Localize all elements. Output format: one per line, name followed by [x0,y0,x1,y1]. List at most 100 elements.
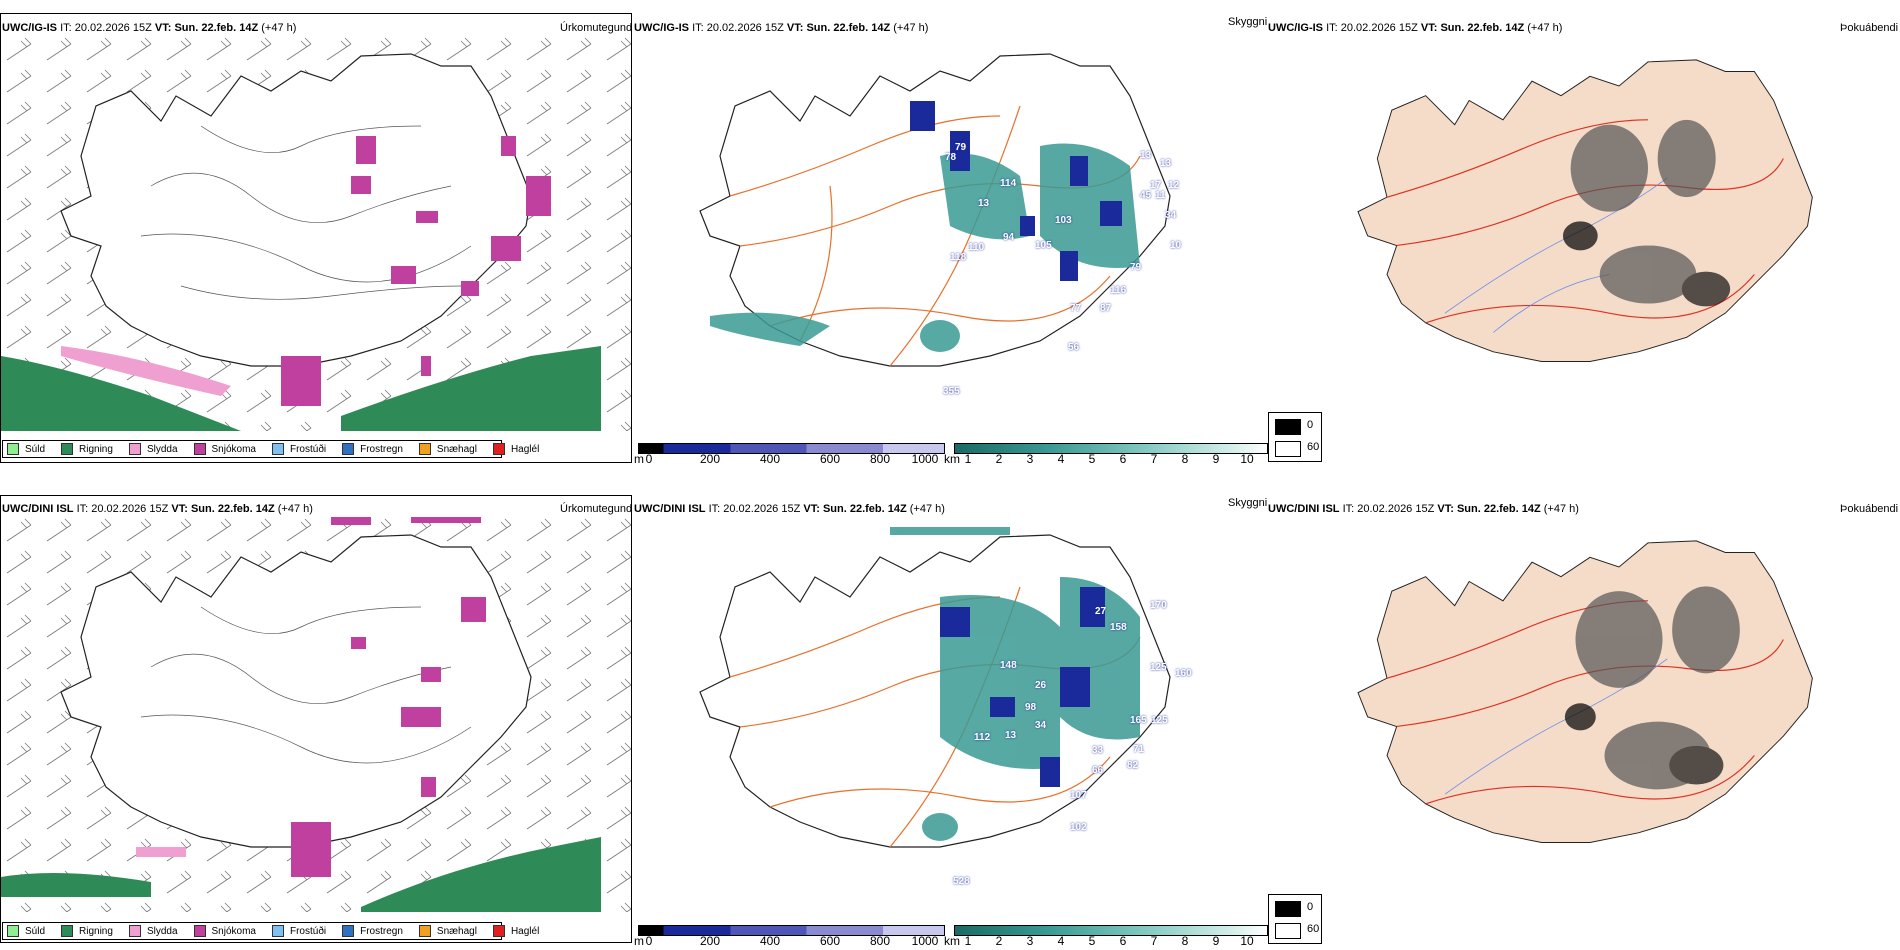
ceiling-value-label: 87 [1100,303,1112,314]
ceiling-value-label: 13 [1005,730,1017,741]
ceiling-value-label: 26 [1035,680,1047,691]
vt-value: Sun. 22.feb. 14Z [174,22,259,34]
visibility-colorbar-2 [954,925,1268,936]
vis-tick: 4 [1057,934,1065,948]
precip-legend-2: Súld Rigning Slydda Snjókoma Frostúði Fr… [2,922,539,940]
vis-tick: 6 [1119,934,1127,948]
ceiling-unit: m [634,934,644,948]
header-vis-1: UWC/IG-IS IT: 20.02.2026 15Z VT: Sun. 22… [634,22,929,34]
vis-tick: 3 [1026,934,1034,948]
precip-title-1: Úrkomutegund [560,22,633,34]
vis-tick: 8 [1181,934,1189,948]
vis-tick: 1 [964,934,972,948]
vis-tick: 5 [1088,934,1096,948]
visibility-colorbar-1 [954,443,1268,454]
row-1: UWC/IG-IS IT: 20.02.2026 15Z VT: Sun. 22… [0,0,1900,470]
ceiling-value-label: 78 [945,152,957,163]
ceiling-value-label: 17 [1150,180,1162,191]
fog-map-2 [1357,540,1813,843]
low-vis-areas [710,143,1140,352]
visibility-unit: km [944,934,960,948]
legend-item: Frostúði [271,443,326,455]
ceiling-value-label: 34 [1165,210,1177,221]
ceiling-value-label: 148 [1000,660,1017,671]
vis-tick: 7 [1150,452,1158,466]
vis-tick: 9 [1212,452,1220,466]
ceiling-value-label: 13 [1160,158,1172,169]
ceiling-value-label: 125 [1151,715,1168,726]
legend-item: Súld [7,925,45,937]
ceiling-value-label: 118 [950,252,967,263]
ceiling-value-label: 165 [1130,715,1147,726]
ceiling-value-label: 77 [1070,303,1082,314]
ceiling-value-label: 110 [968,242,985,253]
ceiling-value-label: 11 [1155,190,1166,201]
ceiling-value-label: 33 [1092,745,1104,756]
vis-tick: 3 [1026,452,1034,466]
ceiling-value-label: 13 [1140,150,1152,161]
ceiling-value-label: 45 [1140,190,1152,201]
ceiling-value-label: 27 [1095,606,1107,617]
header-precip-2: UWC/DINI ISL IT: 20.02.2026 15Z VT: Sun.… [2,503,313,515]
ceiling-value-label: 10 [1170,240,1182,251]
ceiling-tick: 400 [759,452,781,466]
vis-title-1: Skyggni [1228,16,1268,28]
it-label: IT: [60,22,72,34]
vis-tick: 2 [995,934,1003,948]
ceiling-tick: 600 [819,934,841,948]
ceiling-value-label: 71 [1133,744,1145,755]
ceiling-tick: 400 [759,934,781,948]
ceiling-value-label: 116 [1110,285,1127,296]
low-ceiling-areas [910,101,1122,281]
vis-tick: 4 [1057,452,1065,466]
visibility-unit: km [944,452,960,466]
rain-areas [1,346,601,431]
vis-tick: 10 [1240,452,1254,466]
ceiling-value-label: 12 [1168,180,1180,191]
ceiling-value-label: 82 [1127,760,1139,771]
snow-areas [281,136,551,406]
legend-item: Frostregn [342,925,403,937]
precip-map-1 [1,36,631,431]
legend-item: Snæhagl [418,925,477,937]
it-value: 20.02.2026 15Z [74,22,152,34]
vis-tick: 5 [1088,452,1096,466]
ceiling-value-label: 13 [978,198,990,209]
fog-legend-1: 0 60 [1268,412,1322,462]
precip-legend-1: Súld Rigning Slydda Snjókoma Frostúði Fr… [2,440,539,458]
ceiling-value-label: 103 [1055,215,1072,226]
ceiling-value-label: 79 [955,142,967,153]
ceiling-tick: 1000 [911,934,939,948]
vt-label: VT: [154,22,172,34]
fog-shading [1562,119,1731,307]
ceiling-value-label: 112 [974,732,991,743]
header-fog-1: UWC/IG-IS IT: 20.02.2026 15Z VT: Sun. 22… [1268,22,1563,34]
ceiling-value-label: 98 [1025,702,1037,713]
ceiling-value-label: 34 [1035,720,1047,731]
vis-tick: 7 [1150,934,1158,948]
fog-title-1: Þokuábendi [1840,22,1899,34]
ceiling-tick: 1000 [911,452,939,466]
legend-item: Snjókoma [193,925,256,937]
precip-panel-1 [0,13,632,463]
legend-item: Snjókoma [193,443,256,455]
legend-item: Frostregn [342,443,403,455]
row-2: UWC/DINI ISL IT: 20.02.2026 15Z VT: Sun.… [0,475,1900,950]
precip-map-2 [1,517,631,912]
ceiling-value-label: 355 [943,386,960,397]
precip-title-2: Úrkomutegund [560,503,633,515]
ceiling-tick: 0 [645,934,653,948]
ceiling-tick: 800 [869,452,891,466]
vis-map-2 [699,527,1171,848]
precip-panel-2 [0,495,632,943]
ceiling-value-label: 102 [1070,822,1087,833]
lead-time: (+47 h) [261,22,297,34]
vis-tick: 9 [1212,934,1220,948]
legend-item: Súld [7,443,45,455]
header-precip-1: UWC/IG-IS IT: 20.02.2026 15Z VT: Sun. 22… [2,22,296,35]
model-name: UWC/IG-IS [2,22,57,34]
vis-map-1 [699,53,1171,367]
ceiling-value-label: 125 [1150,662,1167,673]
legend-item: Haglél [492,443,539,455]
ceiling-value-label: 160 [1175,668,1192,679]
